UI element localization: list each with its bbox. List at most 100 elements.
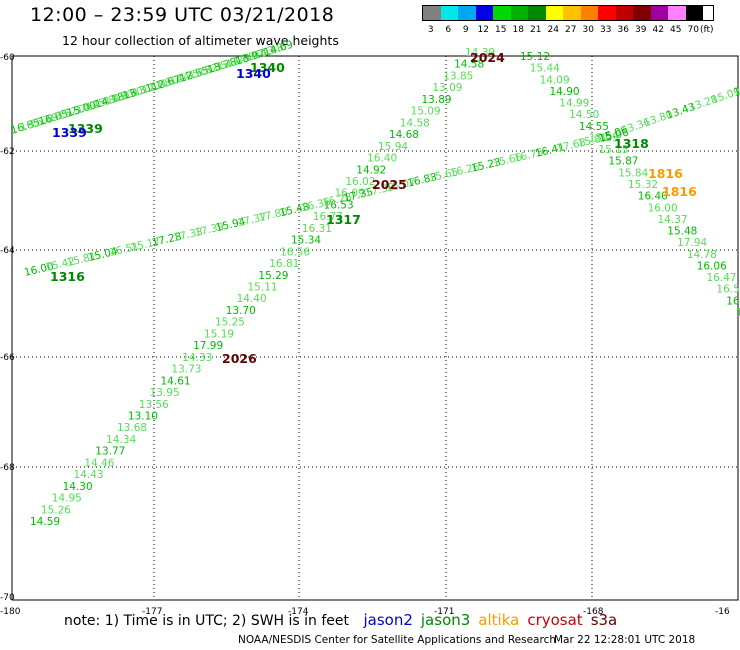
pass-number-jason3: 1340 [250,60,285,75]
swh-value: 14.40 [237,293,267,305]
swh-value: 14.92 [356,164,386,176]
swh-value: 14.37 [658,214,688,226]
swh-value: 15.87 [608,156,638,168]
swh-value: 15.11 [248,282,278,294]
swh-value: 14.59 [30,516,60,528]
lat-tick-label: -64 [0,246,15,256]
legend-label: 36 [617,25,629,35]
legend-swatch [615,6,633,20]
pass-number-s3a: 2024 [470,50,505,65]
legend-unit: (ft) [700,25,714,35]
legend-label: 21 [530,25,542,35]
pass-number-s3a: 2025 [372,177,407,192]
legend-label: 15 [495,25,507,35]
mission-jason3: jason3 [420,611,471,629]
legend-labels: 3 6 9 12 15 18 21 24 27 30 33 36 39 42 45 70 (ft) [422,21,714,35]
pass-number-jason3: 1316 [50,269,85,284]
swh-value: 15.34 [291,235,321,247]
swh-value: 16.47 [707,272,737,284]
swh-value: 14.33 [182,352,212,364]
swh-value: 17.99 [193,340,223,352]
lon-tick-label: -177 [142,607,162,617]
wave-height-tracks: 16.8516.5716.1916.0515.6215.3715.0014.75… [9,39,740,528]
lon-tick-label: -168 [583,607,604,617]
swh-value: 14.39 [465,47,495,59]
legend-label: 18 [512,25,524,35]
swh-value: 16.54 [716,284,740,296]
legend-swatch [633,6,651,20]
swh-value: 13.95 [150,387,180,399]
pass-number-altika: 1816 [648,166,683,181]
legend-label: 45 [670,25,682,35]
swh-value: 15.05 [589,133,619,145]
swh-value: 13.73 [171,364,201,376]
pass-number-altika: 1816 [662,184,697,199]
legend-swatch [650,6,668,20]
legend-label: 39 [635,25,647,35]
pass-number-jason3: 1317 [326,212,361,227]
swh-value: 14.95 [52,493,82,505]
legend-swatch [458,6,476,20]
swh-value: 13.56 [139,399,169,411]
legend-label: 24 [547,25,559,35]
legend-swatch [685,6,703,20]
swh-value: 14.46 [84,457,114,469]
legend-swatch [510,6,528,20]
pass-number-jason2: 1340 [236,66,271,81]
generated-timestamp: Mar 22 12:28:01 UTC 2018 [554,634,696,646]
swh-value: 14.09 [540,74,570,86]
lon-tick-label: -180 [0,607,21,617]
legend-swatch [545,6,563,20]
swh-value: 15.44 [530,63,560,75]
legend-label: 33 [600,25,612,35]
legend-label: 70 [687,25,699,35]
swh-value: 14.68 [389,129,419,141]
legend-label: 27 [565,25,577,35]
pass-number-jason3: 1318 [614,136,649,151]
swh-value: 15.25 [215,317,245,329]
legend-label: 3 [427,25,434,35]
swh-value: 16.00 [648,202,678,214]
swh-value: 14.78 [687,249,717,261]
swh-value: 15.48 [667,226,697,238]
swh-value: 15.29 [258,270,288,282]
swh-value: 13.10 [128,411,158,423]
swh-value: 15.26 [41,504,71,516]
swh-value: 14.90 [550,86,580,98]
note-text: note: 1) Time is in UTC; 2) SWH is in fe… [64,613,350,629]
swh-value: 13.77 [95,446,125,458]
page-subtitle: 12 hour collection of altimeter wave hei… [62,33,339,48]
swh-value: 16.53 [324,199,354,211]
swh-value: 17.94 [677,237,707,249]
lon-tick-label: -16 [715,607,730,617]
color-legend: 3 6 9 12 15 18 21 24 27 30 33 36 39 42 45 70 (ft) [422,5,714,35]
legend-swatch [528,6,546,20]
legend-swatch [475,6,493,20]
page-title: 12:00 – 23:59 UTC 03/21/2018 [30,4,335,26]
swh-value: 14.34 [106,434,136,446]
swh-value: 13.70 [226,305,256,317]
swh-value: 16.56 [726,295,740,307]
legend-swatch [580,6,598,20]
swh-value: 15.94 [378,141,408,153]
swh-value: 15.09 [411,106,441,118]
swh-value: 14.30 [63,481,93,493]
swh-value: 15.12 [520,51,550,63]
map-frame [11,55,739,601]
mission-legend: jason2 jason3 altika cryosat s3a [363,611,625,629]
pass-number-jason3: 1339 [68,121,103,136]
swh-value: 13.85 [443,71,473,83]
legend-swatch [598,6,616,20]
mission-s3a: s3a [590,611,618,629]
legend-swatch [493,6,511,20]
legend-swatch [423,6,441,20]
legend-label: 6 [445,25,452,35]
swh-value: 15.84 [618,167,648,179]
pass-number-s3a: 2026 [222,351,257,366]
swh-value: 16 [736,307,740,319]
pass-number-jason2: 1339 [52,125,87,140]
mission-altika: altika [478,611,520,629]
swh-value: 14.43 [74,469,104,481]
